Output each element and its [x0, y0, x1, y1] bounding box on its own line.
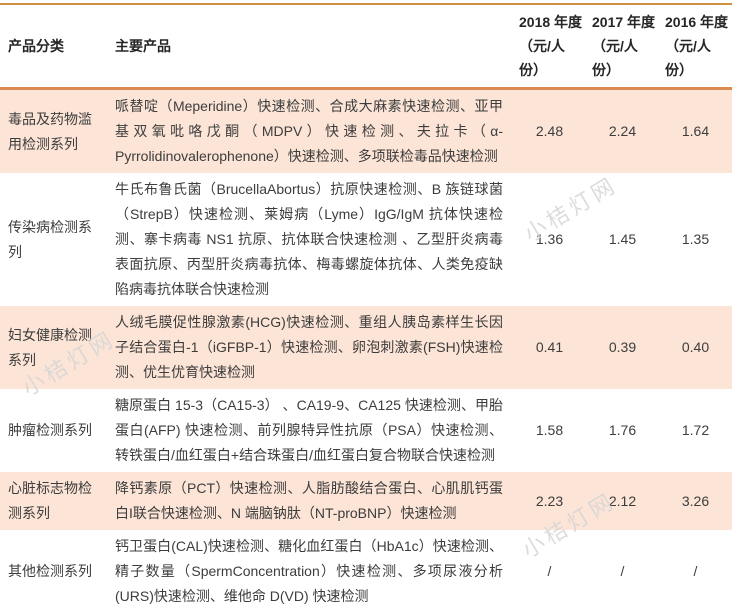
- products-cell: 哌替啶（Meperidine）快速检测、合成大麻素快速检测、亚甲基双氧吡咯戊酮（…: [107, 88, 513, 173]
- value-2016-cell: 3.26: [659, 472, 732, 530]
- value-2018-cell: 0.41: [513, 306, 586, 389]
- category-cell: 毒品及药物滥用检测系列: [0, 88, 107, 173]
- products-cell: 牛氏布鲁氏菌（BrucellaAbortus）抗原快速检测、B 族链球菌（Str…: [115, 181, 503, 297]
- table-row: 毒品及药物滥用检测系列 哌替啶（Meperidine）快速检测、合成大麻素快速检…: [0, 88, 732, 173]
- category-cell: 其他检测系列: [8, 563, 92, 579]
- value-2016-cell: 0.40: [659, 306, 732, 389]
- products-cell: 降钙素原（PCT）快速检测、人脂肪酸结合蛋白、心肌肌钙蛋白I联合快速检测、N 端…: [107, 472, 513, 530]
- value-2017-cell: 1.76: [608, 422, 637, 438]
- value-2017-cell: 2.24: [586, 88, 659, 173]
- table-row: 传染病检测系列 牛氏布鲁氏菌（BrucellaAbortus）抗原快速检测、B …: [0, 173, 732, 306]
- value-2018-cell: 2.48: [513, 88, 586, 173]
- header-category: 产品分类: [0, 4, 107, 90]
- header-year-2018: 2018 年度（元/人份）: [513, 4, 586, 90]
- value-2018-cell: 2.23: [513, 472, 586, 530]
- table-row: 其他检测系列 钙卫蛋白(CAL)快速检测、糖化血红蛋白（HbA1c）快速检测、精…: [0, 530, 732, 610]
- value-2017-cell: 1.45: [608, 231, 637, 247]
- category-cell: 妇女健康检测系列: [0, 306, 107, 389]
- header-products: 主要产品: [107, 4, 513, 90]
- products-cell: 钙卫蛋白(CAL)快速检测、糖化血红蛋白（HbA1c）快速检测、精子数量（Spe…: [115, 538, 503, 604]
- product-price-table: 产品分类 主要产品 2018 年度（元/人份） 2017 年度（元/人份） 20…: [0, 3, 732, 610]
- value-2016-cell: /: [693, 563, 698, 579]
- value-2016-cell: 1.35: [681, 231, 710, 247]
- category-cell: 肿瘤检测系列: [8, 422, 92, 438]
- products-cell: 人绒毛膜促性腺激素(HCG)快速检测、重组人胰岛素样生长因子结合蛋白-1（iGF…: [107, 306, 513, 389]
- value-2018-cell: 1.58: [535, 422, 564, 438]
- header-row: 产品分类 主要产品 2018 年度（元/人份） 2017 年度（元/人份） 20…: [0, 4, 732, 90]
- value-2017-cell: /: [620, 563, 625, 579]
- header-year-2017: 2017 年度（元/人份）: [586, 4, 659, 90]
- products-cell: 糖原蛋白 15-3（CA15-3） 、CA19-9、CA125 快速检测、甲胎蛋…: [115, 397, 503, 463]
- category-cell: 传染病检测系列: [8, 218, 92, 260]
- value-2017-cell: 2.12: [586, 472, 659, 530]
- value-2017-cell: 0.39: [586, 306, 659, 389]
- value-2018-cell: /: [547, 563, 552, 579]
- value-2016-cell: 1.64: [659, 88, 732, 173]
- category-cell: 心脏标志物检测系列: [0, 472, 107, 530]
- header-year-2016: 2016 年度（元/人份）: [659, 4, 732, 90]
- table-row: 肿瘤检测系列 糖原蛋白 15-3（CA15-3） 、CA19-9、CA125 快…: [0, 389, 732, 472]
- value-2018-cell: 1.36: [535, 231, 564, 247]
- table-row: 心脏标志物检测系列 降钙素原（PCT）快速检测、人脂肪酸结合蛋白、心肌肌钙蛋白I…: [0, 472, 732, 530]
- value-2016-cell: 1.72: [681, 422, 710, 438]
- table-row: 妇女健康检测系列 人绒毛膜促性腺激素(HCG)快速检测、重组人胰岛素样生长因子结…: [0, 306, 732, 389]
